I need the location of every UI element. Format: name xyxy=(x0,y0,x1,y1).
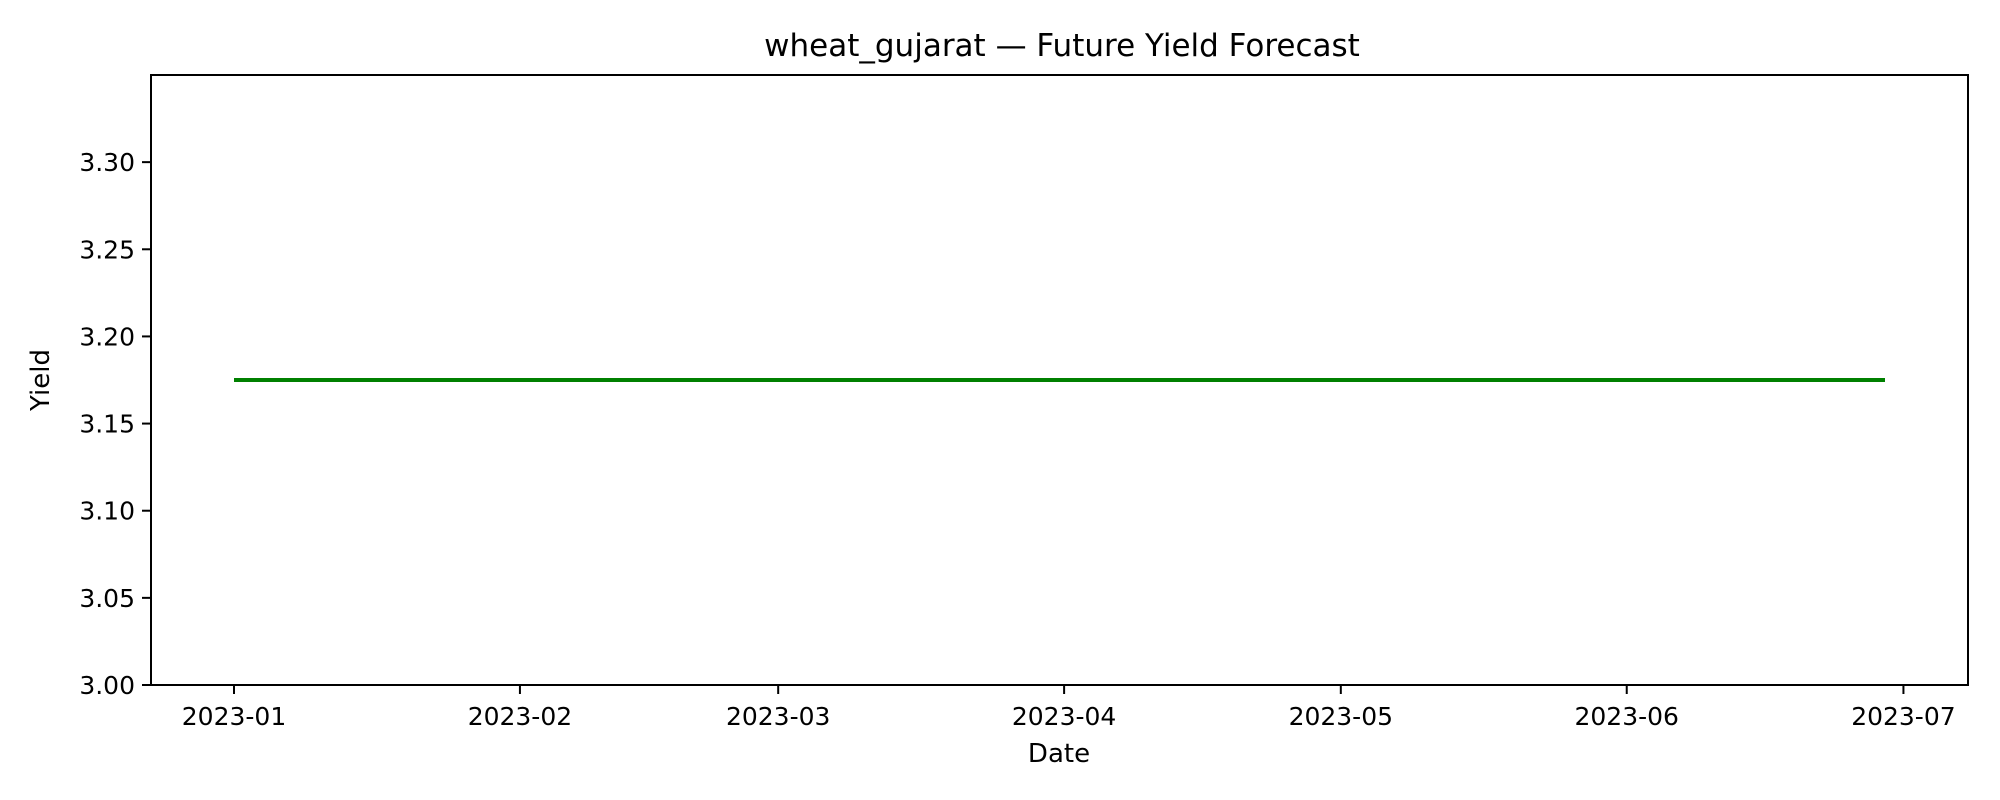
x-tick-label: 2023-04 xyxy=(1012,702,1116,731)
y-tick-label: 3.20 xyxy=(79,322,135,351)
y-tick-label: 3.30 xyxy=(79,148,135,177)
x-tick-label: 2023-01 xyxy=(182,702,286,731)
y-axis-label: Yield xyxy=(26,349,56,412)
y-tick-label: 3.15 xyxy=(79,410,135,439)
y-tick-label: 3.25 xyxy=(79,235,135,264)
y-tick-label: 3.00 xyxy=(79,671,135,700)
x-tick-label: 2023-06 xyxy=(1575,702,1679,731)
x-axis-label: Date xyxy=(1028,739,1090,769)
x-axis: 2023-01 2023-02 2023-03 2023-04 2023-05 2023-… xyxy=(182,685,1956,731)
chart-title: wheat_gujarat — Future Yield Forecast xyxy=(764,28,1360,64)
y-tick-label: 3.10 xyxy=(79,497,135,526)
x-tick-label: 2023-03 xyxy=(726,702,830,731)
y-axis: 3.00 3.05 3.10 3.15 3.20 3.25 3.30 xyxy=(79,148,151,700)
x-tick-label: 2023-07 xyxy=(1851,702,1955,731)
x-tick-label: 2023-05 xyxy=(1289,702,1393,731)
x-tick-label: 2023-02 xyxy=(468,702,572,731)
y-tick-label: 3.05 xyxy=(79,584,135,613)
